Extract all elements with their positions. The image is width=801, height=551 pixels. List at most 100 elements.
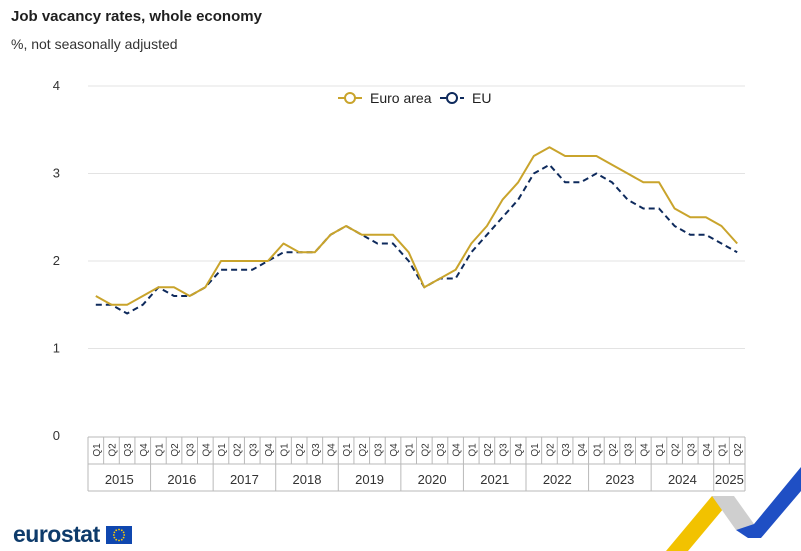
year-label: 2018 (293, 472, 322, 487)
data-point-euro-area (203, 285, 208, 290)
data-point-euro-area (172, 285, 177, 290)
data-point-eu (125, 311, 130, 316)
data-point-eu (140, 302, 145, 307)
data-point-eu (281, 250, 286, 255)
data-point-eu (563, 180, 568, 185)
y-tick-label: 1 (53, 341, 60, 356)
data-point-euro-area (641, 180, 646, 185)
series-line-eu (95, 163, 738, 315)
y-tick-label: 2 (53, 253, 60, 268)
quarter-tick-label: Q1 (217, 443, 228, 457)
y-tick-label: 0 (53, 428, 60, 443)
data-point-euro-area (500, 197, 505, 202)
quarter-tick-label: Q2 (608, 443, 619, 457)
year-label: 2025 (715, 472, 744, 487)
data-point-eu (625, 197, 630, 202)
data-point-eu (391, 241, 396, 246)
year-label: 2015 (105, 472, 134, 487)
data-point-euro-area (125, 302, 130, 307)
quarter-tick-label: Q2 (671, 443, 682, 457)
quarter-tick-label: Q2 (358, 443, 369, 457)
quarter-tick-label: Q2 (733, 443, 744, 457)
data-point-eu (484, 232, 489, 237)
eurostat-logo: eurostat (13, 523, 132, 546)
data-point-euro-area (625, 171, 630, 176)
quarter-tick-label: Q1 (405, 443, 416, 457)
data-point-euro-area (344, 224, 349, 229)
data-point-euro-area (516, 180, 521, 185)
quarter-tick-label: Q4 (326, 443, 337, 457)
corner-yellow-band (666, 496, 734, 551)
eu-flag-icon (105, 525, 132, 544)
data-point-euro-area (359, 232, 364, 237)
data-point-euro-area (594, 154, 599, 159)
data-point-eu (703, 232, 708, 237)
data-point-euro-area (688, 215, 693, 220)
data-point-euro-area (375, 232, 380, 237)
quarter-tick-label: Q3 (499, 443, 510, 457)
quarter-tick-label: Q1 (280, 443, 291, 457)
quarter-tick-label: Q3 (311, 443, 322, 457)
y-tick-label: 3 (53, 166, 60, 181)
quarter-tick-label: Q4 (514, 443, 525, 457)
quarter-tick-label: Q2 (420, 443, 431, 457)
data-point-euro-area (391, 232, 396, 237)
quarter-tick-label: Q2 (545, 443, 556, 457)
corner-chevron-decoration (666, 467, 801, 551)
quarter-tick-label: Q1 (592, 443, 603, 457)
quarter-tick-label: Q3 (686, 443, 697, 457)
quarter-tick-label: Q1 (718, 443, 729, 457)
data-point-eu (250, 267, 255, 272)
legend-label: EU (472, 90, 491, 106)
data-point-eu (375, 241, 380, 246)
quarter-tick-label: Q3 (373, 443, 384, 457)
data-point-euro-area (703, 215, 708, 220)
quarter-tick-label: Q4 (639, 443, 650, 457)
quarter-tick-label: Q2 (295, 443, 306, 457)
data-point-euro-area (406, 250, 411, 255)
legend-marker-icon (446, 92, 458, 104)
year-label: 2021 (480, 472, 509, 487)
data-point-eu (656, 206, 661, 211)
data-point-euro-area (563, 154, 568, 159)
quarter-tick-label: Q4 (452, 443, 463, 457)
data-point-eu (516, 197, 521, 202)
corner-grey-band (712, 496, 754, 530)
data-point-eu (218, 267, 223, 272)
year-label: 2024 (668, 472, 697, 487)
year-label: 2016 (167, 472, 196, 487)
quarter-tick-label: Q1 (342, 443, 353, 457)
data-point-euro-area (250, 259, 255, 264)
data-point-euro-area (312, 250, 317, 255)
data-point-euro-area (610, 162, 615, 167)
chart-title: Job vacancy rates, whole economy (11, 8, 262, 25)
data-point-euro-area (281, 241, 286, 246)
quarter-tick-label: Q4 (139, 443, 150, 457)
data-point-euro-area (719, 224, 724, 229)
data-point-euro-area (422, 285, 427, 290)
quarter-tick-label: Q1 (467, 443, 478, 457)
data-point-eu (641, 206, 646, 211)
data-point-euro-area (156, 285, 161, 290)
legend-item-euro-area: Euro area (338, 90, 432, 106)
quarter-tick-label: Q1 (92, 443, 103, 457)
data-point-eu (453, 276, 458, 281)
quarter-tick-label: Q4 (389, 443, 400, 457)
year-label: 2019 (355, 472, 384, 487)
data-point-euro-area (297, 250, 302, 255)
data-point-euro-area (234, 259, 239, 264)
data-point-eu (719, 241, 724, 246)
data-point-euro-area (735, 241, 740, 246)
quarter-tick-label: Q4 (264, 443, 275, 457)
quarter-tick-label: Q3 (123, 443, 134, 457)
quarter-tick-label: Q2 (170, 443, 181, 457)
data-point-euro-area (656, 180, 661, 185)
series-line-euro-area (95, 146, 738, 306)
data-point-eu (406, 259, 411, 264)
quarter-tick-label: Q1 (154, 443, 165, 457)
quarter-tick-label: Q3 (186, 443, 197, 457)
quarter-tick-label: Q4 (201, 443, 212, 457)
data-point-eu (547, 162, 552, 167)
data-point-euro-area (453, 267, 458, 272)
